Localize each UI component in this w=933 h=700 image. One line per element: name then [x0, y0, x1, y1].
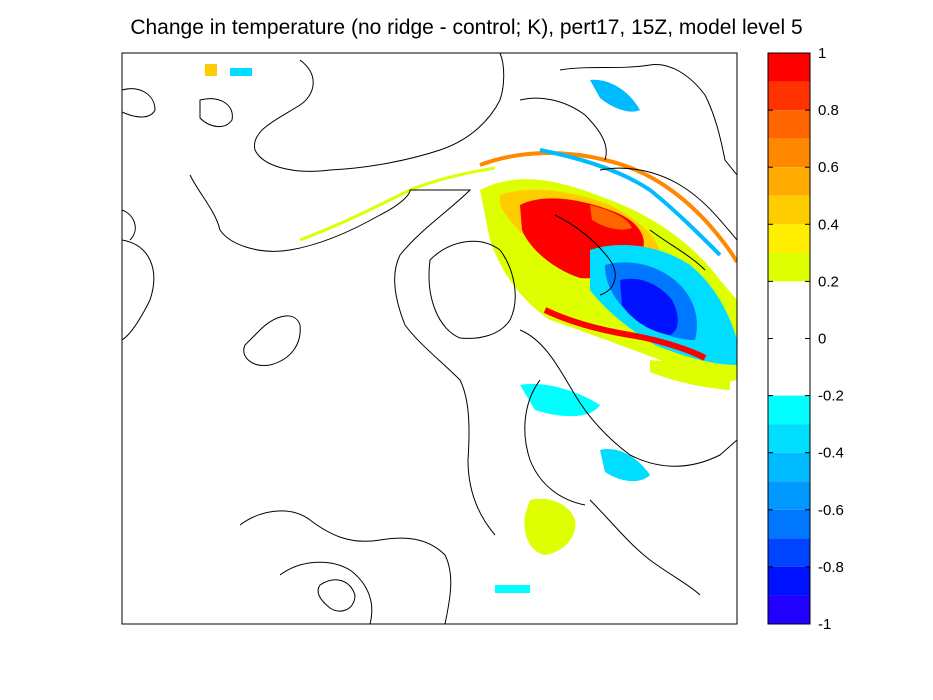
chart-title: Change in temperature (no ridge - contro… — [130, 16, 803, 39]
colorbar-bin — [768, 452, 810, 482]
colorbar-bin — [768, 110, 810, 139]
positive-patch-topleft — [205, 64, 217, 76]
positive-patch-south — [524, 498, 576, 555]
colorbar-bin — [768, 481, 810, 510]
colorbar-tick-label: 0.8 — [818, 102, 839, 119]
positive-streak-upper — [479, 151, 737, 264]
colorbar-bin — [768, 566, 810, 596]
negative-patch-southeast — [600, 449, 650, 482]
negative-patch-bottom — [495, 585, 530, 593]
colorbar-bin — [768, 53, 810, 82]
colorbar-tick-label: -0.2 — [818, 388, 844, 405]
negative-streak-upper — [539, 148, 722, 257]
colorbar-tick-label: 1 — [818, 45, 826, 62]
colorbar-bin — [768, 81, 810, 111]
colorbar-bin — [768, 252, 810, 282]
terrain-contours — [122, 53, 737, 624]
colorbar-bin — [768, 538, 810, 567]
positive-streak-lower — [543, 307, 707, 361]
negative-patch-topleft — [230, 68, 252, 76]
colorbar-tick-label: -1 — [818, 616, 831, 633]
colorbar-bin — [768, 509, 810, 539]
colorbar-tick-label: 0.4 — [818, 216, 839, 233]
negative-patch-south — [520, 383, 600, 417]
colorbar-tick-label: -0.6 — [818, 502, 844, 519]
colorbar-bin — [768, 224, 810, 253]
colorbar-ticks: 1 0.8 0.6 0.4 0.2 0 -0.2 -0.4 -0.6 -0.8 -1 — [768, 45, 844, 633]
negative-anomaly-core — [620, 278, 678, 335]
positive-anomaly-orange — [590, 205, 632, 230]
colorbar-bin — [768, 424, 810, 453]
colorbar-tick-label: -0.4 — [818, 445, 844, 462]
colorbar — [767, 52, 811, 625]
colorbar-tick-label: 0.6 — [818, 159, 839, 176]
colorbar-bin — [768, 138, 810, 168]
plot-frame — [121, 52, 738, 625]
colorbar-tick-label: 0.2 — [818, 273, 839, 290]
positive-patch-east — [650, 360, 730, 390]
colorbar-bin — [768, 195, 810, 225]
colorbar-bin — [768, 595, 810, 624]
colorbar-tick-label: 0 — [818, 331, 826, 348]
negative-patch-north — [590, 79, 640, 112]
colorbar-bin — [768, 281, 810, 396]
colorbar-tick-label: -0.8 — [818, 559, 844, 576]
colorbar-bin — [768, 167, 810, 196]
colorbar-bin — [768, 395, 810, 425]
field-shading — [205, 64, 737, 593]
